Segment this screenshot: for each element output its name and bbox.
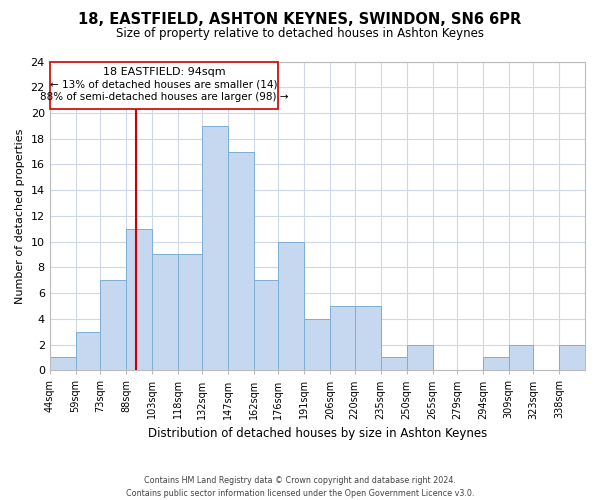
Bar bbox=[483, 358, 509, 370]
Bar bbox=[509, 344, 533, 370]
Bar bbox=[304, 319, 331, 370]
Bar bbox=[380, 358, 407, 370]
Bar bbox=[407, 344, 433, 370]
Text: Contains HM Land Registry data © Crown copyright and database right 2024.
Contai: Contains HM Land Registry data © Crown c… bbox=[126, 476, 474, 498]
Bar bbox=[228, 152, 254, 370]
FancyBboxPatch shape bbox=[50, 62, 278, 109]
Text: 18, EASTFIELD, ASHTON KEYNES, SWINDON, SN6 6PR: 18, EASTFIELD, ASHTON KEYNES, SWINDON, S… bbox=[79, 12, 521, 28]
Text: 88% of semi-detached houses are larger (98) →: 88% of semi-detached houses are larger (… bbox=[40, 92, 288, 102]
Text: ← 13% of detached houses are smaller (14): ← 13% of detached houses are smaller (14… bbox=[50, 80, 278, 90]
Bar bbox=[355, 306, 380, 370]
Bar bbox=[331, 306, 355, 370]
Bar bbox=[100, 280, 126, 370]
Bar bbox=[152, 254, 178, 370]
Bar bbox=[76, 332, 100, 370]
Text: Size of property relative to detached houses in Ashton Keynes: Size of property relative to detached ho… bbox=[116, 28, 484, 40]
Bar bbox=[559, 344, 585, 370]
X-axis label: Distribution of detached houses by size in Ashton Keynes: Distribution of detached houses by size … bbox=[148, 427, 487, 440]
Bar bbox=[126, 228, 152, 370]
Bar bbox=[202, 126, 228, 370]
Bar bbox=[178, 254, 202, 370]
Y-axis label: Number of detached properties: Number of detached properties bbox=[15, 128, 25, 304]
Bar bbox=[50, 358, 76, 370]
Text: 18 EASTFIELD: 94sqm: 18 EASTFIELD: 94sqm bbox=[103, 66, 226, 76]
Bar bbox=[254, 280, 278, 370]
Bar bbox=[278, 242, 304, 370]
